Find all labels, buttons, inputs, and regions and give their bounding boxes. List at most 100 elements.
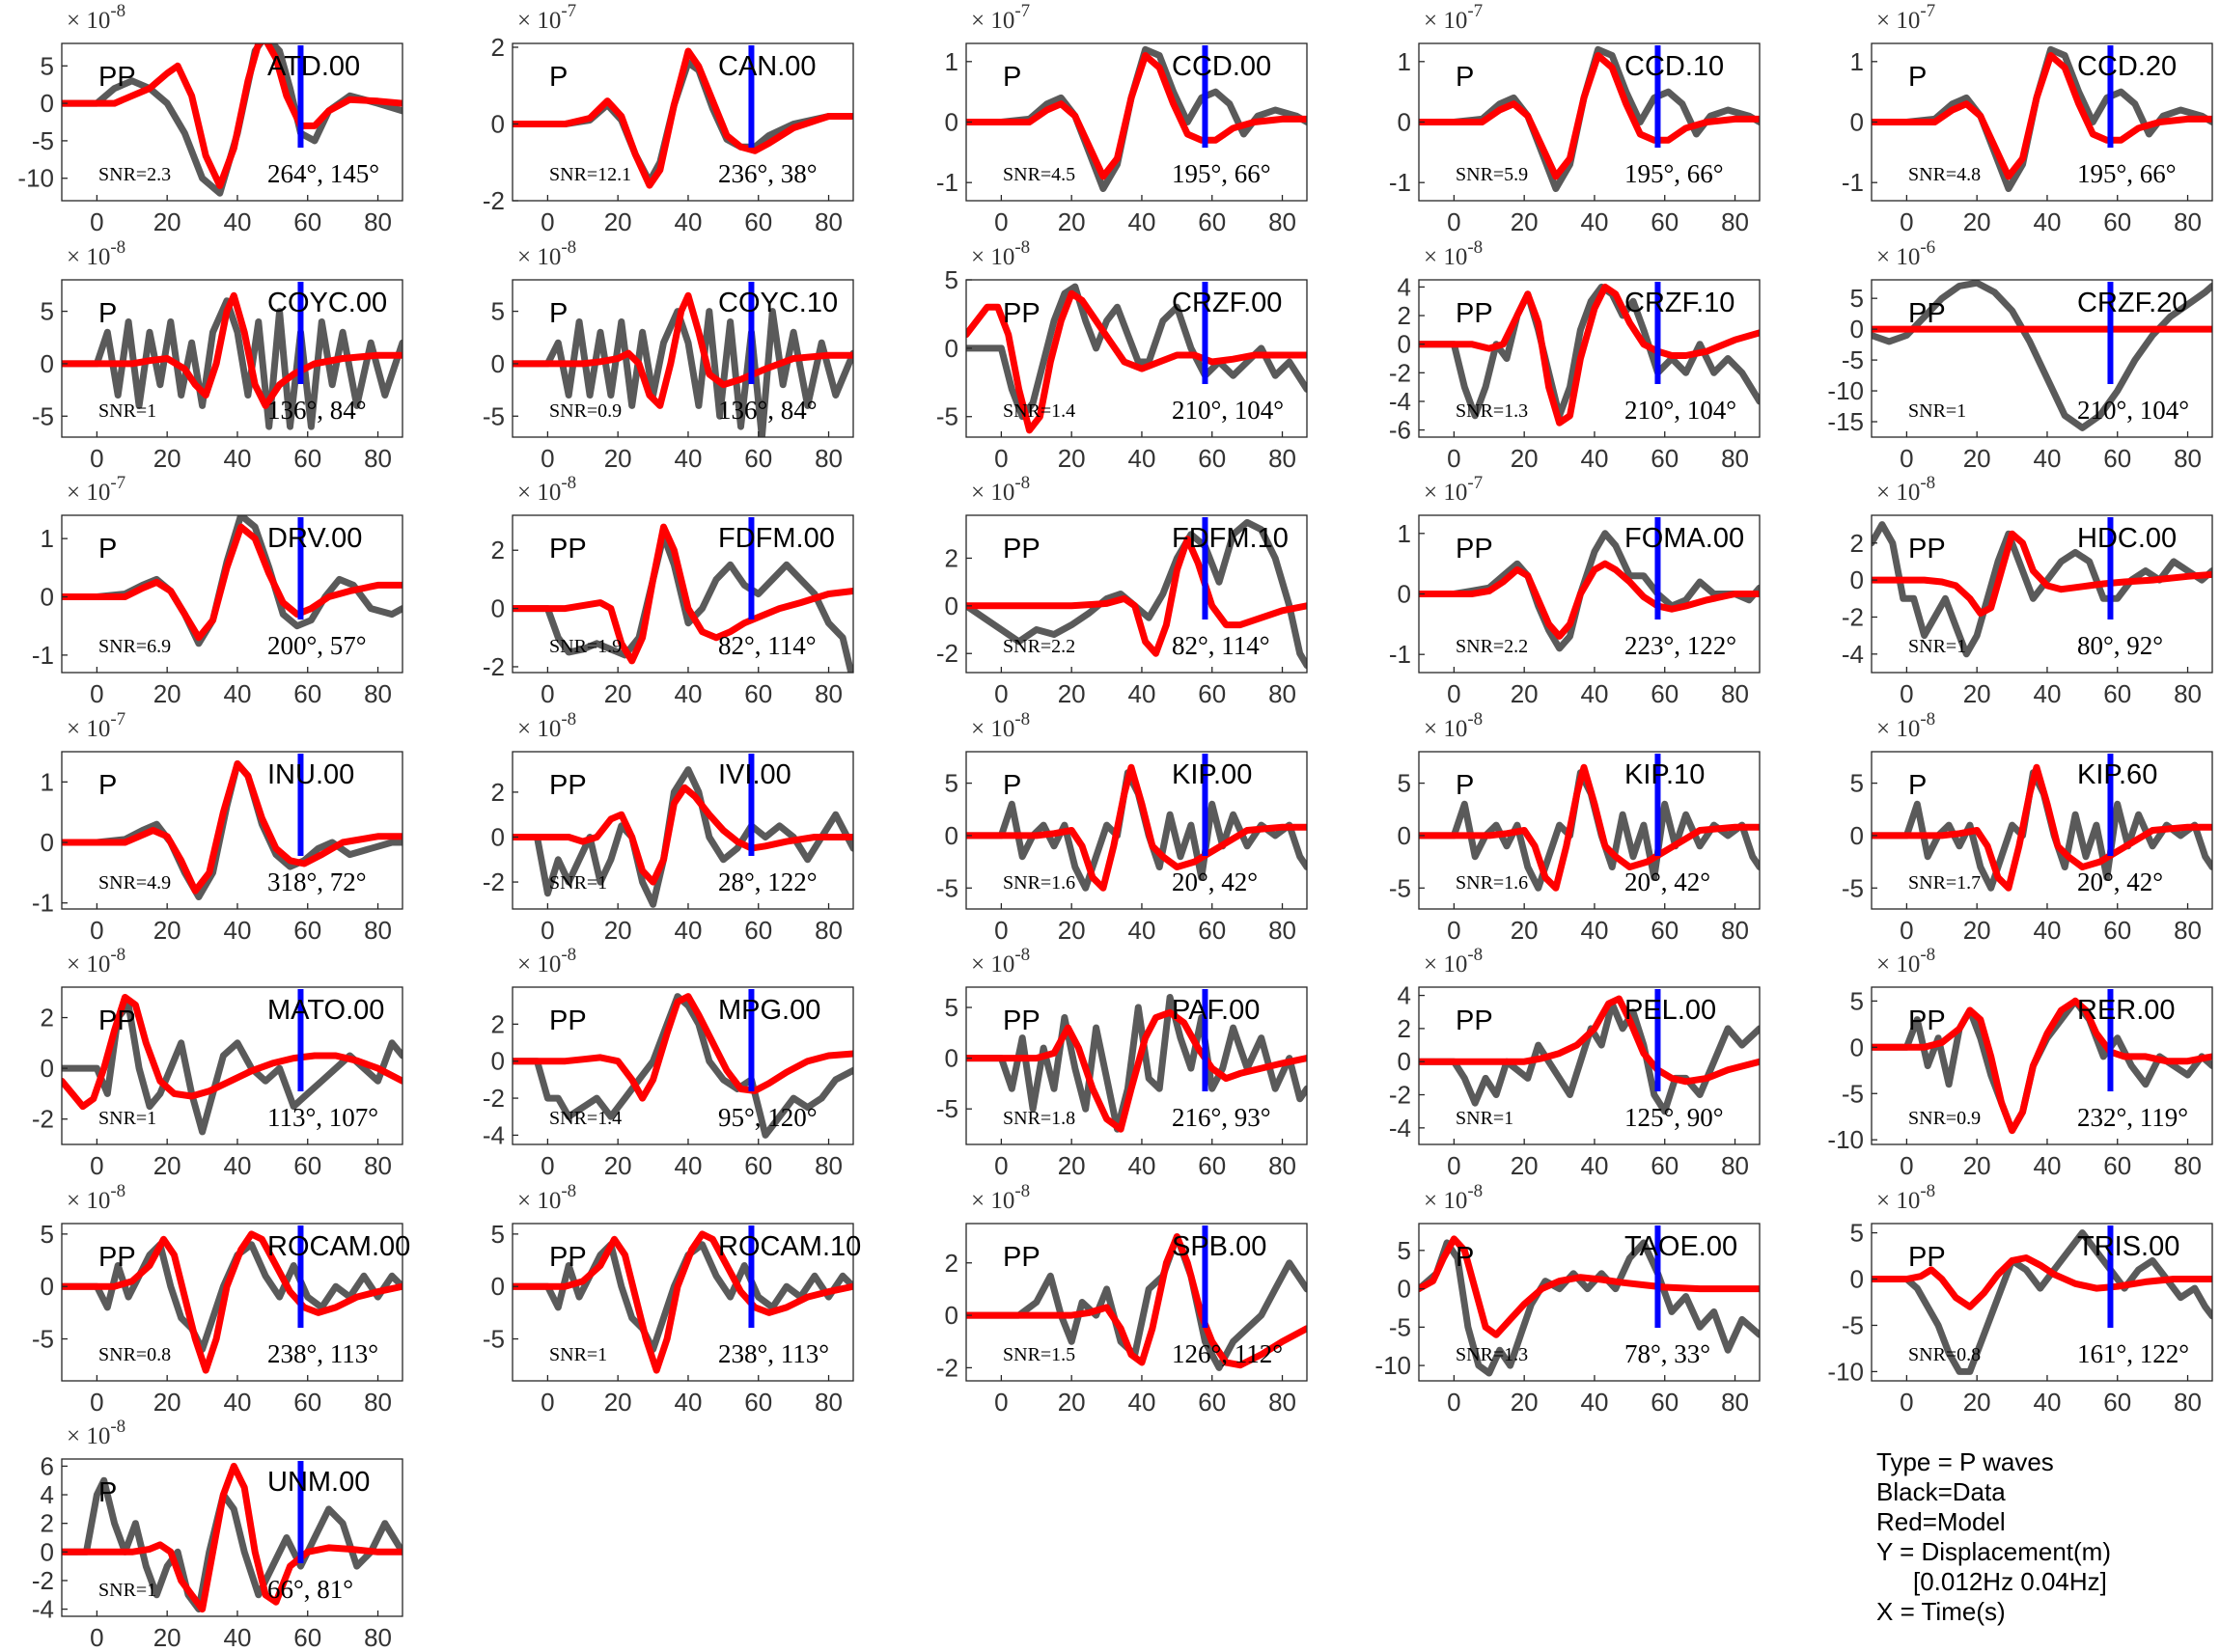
x-tick-label: 60 bbox=[293, 444, 321, 473]
x-tick-label: 40 bbox=[674, 1388, 702, 1417]
phase-label: PP bbox=[1003, 534, 1041, 564]
panel-inu-00: × 10-7 0 20 40 60 80 1 0 -1 P INU.00 SNR=4.9 318°, 7… bbox=[32, 709, 403, 945]
y-tick-label: 0 bbox=[945, 334, 958, 363]
x-tick-label: 80 bbox=[1268, 1388, 1296, 1417]
panel-ccd-10: × 10-7 0 20 40 60 80 1 0 -1 P CCD.10 SNR=5.9 195°, 6… bbox=[1389, 1, 1761, 236]
x-tick-label: 80 bbox=[2174, 207, 2202, 236]
axis-exponent-power: -8 bbox=[561, 945, 576, 965]
phase-label: PP bbox=[1908, 534, 1946, 564]
model-series-line bbox=[62, 1230, 402, 1374]
y-tick-label: 0 bbox=[1398, 821, 1411, 850]
x-tick-label: 0 bbox=[1900, 1151, 1913, 1180]
x-tick-label: 60 bbox=[744, 444, 772, 473]
axis-exponent: × 10-7 bbox=[1424, 473, 1483, 506]
y-tick-label: 2 bbox=[945, 1249, 958, 1278]
y-tick-label: 0 bbox=[41, 1054, 54, 1083]
y-tick-label: 5 bbox=[1398, 769, 1411, 798]
y-tick-label: 0 bbox=[491, 594, 505, 623]
axis-exponent-power: -8 bbox=[110, 945, 125, 965]
azimuth-label: 82°, 114° bbox=[1172, 631, 1270, 660]
x-tick-label: 0 bbox=[994, 1388, 1008, 1417]
x-tick-label: 60 bbox=[293, 679, 321, 708]
snr-label: SNR=4.8 bbox=[1908, 164, 1981, 185]
data-series-line bbox=[966, 518, 1307, 670]
y-tick-label: 0 bbox=[945, 108, 958, 137]
snr-label: SNR=0.8 bbox=[1908, 1344, 1981, 1365]
azimuth-label: 125°, 90° bbox=[1624, 1103, 1724, 1132]
legend-x-axis: X = Time(s) bbox=[1876, 1597, 2006, 1626]
azimuth-label: 20°, 42° bbox=[2077, 867, 2163, 896]
panel-paf-00: × 10-8 0 20 40 60 80 5 0 -5 PP PAF.00 SNR=1.8 216°, … bbox=[936, 945, 1308, 1180]
y-tick-label: 0 bbox=[945, 821, 958, 850]
x-tick-label: 0 bbox=[541, 916, 554, 945]
azimuth-label: 200°, 57° bbox=[267, 631, 367, 660]
x-tick-label: 40 bbox=[1127, 207, 1155, 236]
y-tick-label: 0 bbox=[1398, 1275, 1411, 1304]
snr-label: SNR=1 bbox=[1908, 636, 1966, 657]
axes-box bbox=[512, 751, 854, 910]
axis-exponent: × 10-8 bbox=[1876, 473, 1935, 506]
x-tick-label: 0 bbox=[1447, 444, 1460, 473]
axis-exponent: × 10-7 bbox=[67, 473, 125, 506]
y-tick-label: -10 bbox=[1827, 1357, 1864, 1386]
axes-box bbox=[61, 986, 403, 1145]
y-tick-label: -10 bbox=[1827, 376, 1864, 405]
y-tick-label: 2 bbox=[41, 1509, 54, 1538]
model-series-line bbox=[513, 1230, 853, 1374]
y-tick-label: 1 bbox=[1398, 47, 1411, 76]
x-tick-label: 0 bbox=[90, 1151, 103, 1180]
axis-exponent: × 10-8 bbox=[517, 473, 576, 506]
x-tick-label: 20 bbox=[1963, 444, 1991, 473]
station-label: CRZF.20 bbox=[2077, 288, 2187, 318]
data-series-line bbox=[513, 308, 853, 437]
phase-label: PP bbox=[1003, 1005, 1041, 1036]
axis-exponent-power: -8 bbox=[110, 1181, 125, 1201]
model-series-line bbox=[1872, 530, 2212, 618]
x-tick-label: 20 bbox=[153, 444, 181, 473]
axis-exponent-power: -8 bbox=[1920, 1181, 1935, 1201]
snr-label: SNR=2.2 bbox=[1456, 636, 1528, 657]
axis-exponent-power: -7 bbox=[1467, 473, 1483, 493]
x-tick-label: 0 bbox=[541, 207, 554, 236]
y-tick-label: -10 bbox=[1374, 1351, 1411, 1380]
x-tick-label: 40 bbox=[1127, 916, 1155, 945]
x-tick-label: 40 bbox=[1127, 444, 1155, 473]
x-tick-label: 80 bbox=[815, 207, 843, 236]
phase-label: PP bbox=[98, 1242, 136, 1273]
x-tick-label: 80 bbox=[364, 679, 392, 708]
x-tick-label: 60 bbox=[744, 1388, 772, 1417]
station-label: RER.00 bbox=[2077, 995, 2176, 1026]
y-tick-label: 0 bbox=[491, 822, 505, 851]
y-tick-label: 5 bbox=[1850, 986, 1864, 1015]
x-tick-label: 40 bbox=[674, 1151, 702, 1180]
x-tick-label: 80 bbox=[1721, 1388, 1749, 1417]
x-tick-label: 80 bbox=[815, 1151, 843, 1180]
x-tick-label: 40 bbox=[2033, 916, 2061, 945]
axes-box bbox=[1871, 986, 2213, 1145]
snr-label: SNR=1.4 bbox=[1003, 400, 1075, 422]
azimuth-label: 95°, 120° bbox=[718, 1103, 818, 1132]
x-tick-label: 20 bbox=[1058, 679, 1086, 708]
data-series-line bbox=[1872, 1229, 2212, 1375]
phase-label: P bbox=[1456, 1242, 1474, 1273]
model-series-line bbox=[1419, 560, 1760, 640]
x-tick-label: 20 bbox=[153, 207, 181, 236]
data-series-line bbox=[1419, 530, 1760, 652]
x-tick-label: 0 bbox=[1900, 1388, 1913, 1417]
y-tick-label: -10 bbox=[1827, 1125, 1864, 1154]
azimuth-label: 161°, 122° bbox=[2077, 1339, 2189, 1368]
panel-taoe-00: × 10-8 0 20 40 60 80 5 0 -5 -10 P TAOE.00 SNR=1.3 78°… bbox=[1374, 1181, 1761, 1417]
axis-exponent: × 10-8 bbox=[1876, 1181, 1935, 1214]
axes-box bbox=[61, 514, 403, 674]
axis-exponent: × 10-8 bbox=[1876, 709, 1935, 742]
x-tick-label: 20 bbox=[1963, 1151, 1991, 1180]
x-tick-label: 80 bbox=[364, 1151, 392, 1180]
snr-label: SNR=5.9 bbox=[1456, 164, 1528, 185]
x-tick-label: 20 bbox=[1963, 916, 1991, 945]
y-tick-label: 4 bbox=[1398, 981, 1411, 1010]
station-label: ATD.00 bbox=[267, 51, 360, 82]
azimuth-label: 238°, 113° bbox=[267, 1339, 378, 1368]
phase-label: P bbox=[549, 298, 568, 329]
y-tick-label: -2 bbox=[1842, 602, 1864, 631]
